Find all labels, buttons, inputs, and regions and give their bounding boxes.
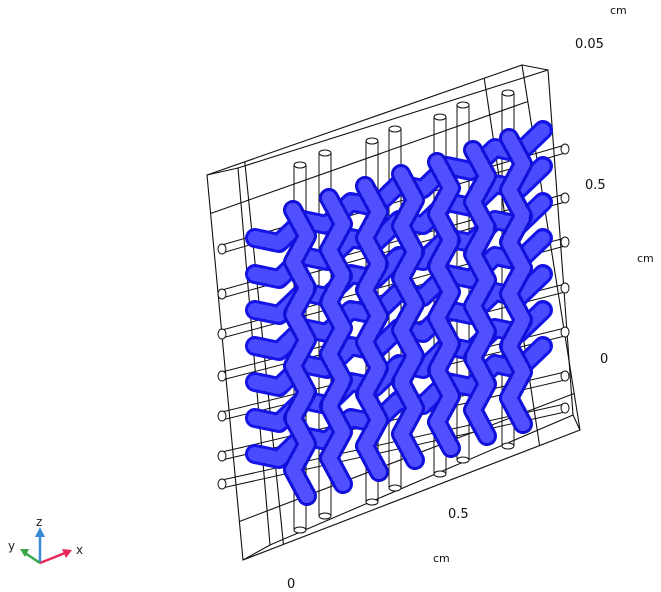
rod-end-cap — [217, 410, 227, 422]
rod-end-cap — [560, 236, 570, 248]
rod-end-cap — [560, 192, 570, 204]
meshed-woven-fibers — [245, 120, 553, 506]
triad-y-arrowhead — [20, 549, 29, 557]
fiber-warp-mesh — [322, 191, 350, 491]
triad-x-axis — [39, 551, 66, 565]
fiber-warp-mesh — [394, 167, 422, 467]
triad-x-label: x — [76, 543, 83, 557]
rod-end-cap — [560, 326, 570, 338]
right-axis-tick-upper: 0.5 — [585, 178, 606, 193]
rod-end-cap — [217, 370, 227, 382]
bottom-axis-unit: cm — [433, 552, 450, 565]
wire-edge — [242, 544, 271, 561]
rod-top-cap — [501, 89, 515, 97]
wire-slice-horizontal — [210, 100, 528, 215]
triad-y-axis — [24, 551, 41, 565]
rod-bottom-cap — [501, 442, 515, 450]
fiber-warp-mesh — [358, 179, 386, 479]
triad-y-label: y — [8, 539, 15, 553]
rod-end-cap — [217, 243, 227, 255]
right-axis-unit: cm — [637, 252, 654, 265]
fiber-warp-mesh — [502, 131, 530, 431]
bottom-axis-tick-right: 0.5 — [448, 507, 469, 522]
rod-bottom-cap — [293, 526, 307, 534]
wire-edge — [521, 64, 549, 71]
triad-z-label: z — [36, 515, 42, 529]
coordinate-triad: z x y — [8, 515, 83, 565]
rod-top-cap — [365, 137, 379, 145]
wire-edge — [206, 167, 239, 176]
rod-end-cap — [560, 402, 570, 414]
top-axis-unit: cm — [610, 4, 627, 17]
wire-edge — [572, 414, 581, 431]
rod-end-cap — [560, 143, 570, 155]
rod-bottom-cap — [433, 470, 447, 478]
rod-bottom-cap — [318, 512, 332, 520]
bottom-axis-tick-left: 0 — [287, 577, 295, 592]
rod-bottom-cap — [456, 456, 470, 464]
right-axis-tick-lower: 0 — [600, 352, 608, 367]
triad-z-arrowhead — [35, 527, 45, 537]
rod-end-cap — [217, 478, 227, 490]
rod-bottom-edge — [221, 411, 566, 489]
rod-end-cap — [560, 282, 570, 294]
rod-top-cap — [388, 125, 402, 133]
rod-top-cap — [293, 161, 307, 169]
rod-top-cap — [433, 113, 447, 121]
rod-end-cap — [217, 288, 227, 300]
fiber-warp-mesh — [466, 143, 494, 443]
rod-end-cap — [217, 328, 227, 340]
top-axis-tick: 0.05 — [575, 37, 604, 52]
rod-top-cap — [456, 101, 470, 109]
rod-top-cap — [318, 149, 332, 157]
rod-bottom-cap — [365, 498, 379, 506]
rod-end-cap — [217, 450, 227, 462]
rod-bottom-cap — [388, 484, 402, 492]
rod-end-cap — [560, 370, 570, 382]
fiber-warp-mesh — [286, 203, 314, 503]
fiber-warp-mesh — [430, 155, 458, 455]
triad-x-arrowhead — [62, 549, 72, 558]
